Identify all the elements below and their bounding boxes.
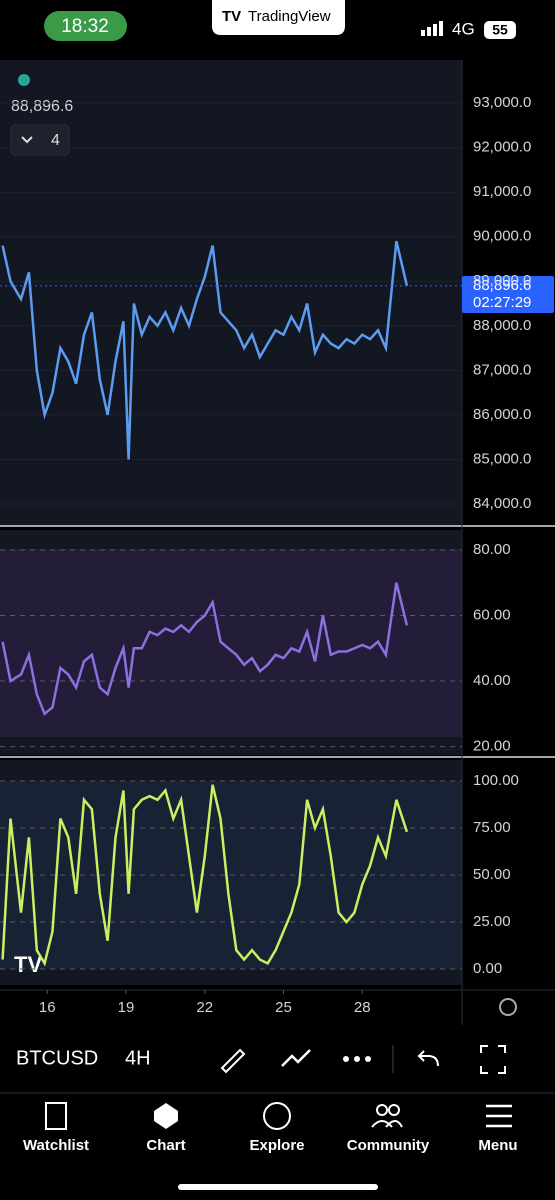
tab-bar (0, 1093, 555, 1200)
x-tick-label: 25 (275, 999, 292, 1016)
draw-icon[interactable] (220, 1048, 246, 1074)
time-pill (44, 11, 127, 41)
indicator-toggle[interactable] (10, 124, 70, 156)
y-tick-label: 50.00 (473, 866, 511, 883)
series-line (1, 240, 409, 460)
x-tick-label: 19 (118, 999, 135, 1016)
tab-label[interactable]: Menu (478, 1137, 517, 1154)
x-tick-label: 22 (196, 999, 213, 1016)
y-tick-label: 84,000.0 (473, 495, 531, 512)
y-tick-label: 88,000.0 (473, 317, 531, 334)
fullscreen-icon[interactable] (480, 1045, 506, 1074)
chevron (21, 136, 33, 144)
indicators-icon[interactable] (281, 1049, 311, 1067)
market-dot (18, 74, 30, 86)
battery-level: 55 (492, 22, 508, 38)
interval[interactable]: 4H (125, 1047, 151, 1069)
app-tab (212, 0, 345, 35)
tab-label[interactable]: Watchlist (23, 1137, 89, 1154)
y-tick-label: 86,000.0 (473, 406, 531, 423)
last-price: 88,896.6 (473, 277, 531, 294)
symbol[interactable]: BTCUSD (16, 1047, 98, 1069)
y-tick-label: 87,000.0 (473, 361, 531, 378)
status-time: 18:32 (61, 16, 109, 37)
y-tick-label: 100.00 (473, 772, 519, 789)
indicator-count: 4 (51, 132, 60, 149)
y-tick-label: 90,000.0 (473, 228, 531, 245)
community-icon[interactable] (371, 1104, 403, 1128)
y-tick-label: 0.00 (473, 960, 502, 977)
signal (421, 21, 443, 36)
logo: TV (222, 8, 241, 25)
chart-icon[interactable] (154, 1103, 178, 1129)
y-tick-label: 80.00 (473, 541, 511, 558)
y-tick-label: 20.00 (473, 738, 511, 755)
home-indicator (178, 1184, 378, 1190)
settings-icon[interactable] (499, 998, 517, 1016)
watermark: TV (14, 952, 42, 977)
more-icon[interactable] (343, 1056, 371, 1062)
tab-label[interactable]: Explore (249, 1137, 304, 1154)
undo-icon[interactable] (417, 1050, 439, 1067)
y-tick-label: 75.00 (473, 819, 511, 836)
x-tick-label: 16 (39, 999, 56, 1016)
y-tick-label: 25.00 (473, 913, 511, 930)
y-tick-label: 89,000.0 (473, 272, 531, 289)
menu-icon[interactable] (486, 1104, 512, 1128)
y-tick-label: 85,000.0 (473, 450, 531, 467)
tab-label[interactable]: Community (347, 1137, 430, 1154)
price-pane (0, 60, 462, 525)
series-line (1, 582, 409, 716)
watchlist-icon[interactable] (45, 1102, 67, 1130)
y-tick-label: 92,000.0 (473, 139, 531, 156)
last-price-box (462, 276, 554, 313)
countdown: 02:27:29 (473, 294, 531, 311)
y-tick-label: 40.00 (473, 672, 511, 689)
y-tick-label: 60.00 (473, 606, 511, 623)
x-tick-label: 28 (354, 999, 371, 1016)
battery (484, 21, 516, 39)
app-name: TradingView (248, 8, 331, 25)
series-line (1, 784, 409, 967)
explore-icon[interactable] (263, 1102, 291, 1130)
rsi-band (0, 549, 462, 737)
tab-label[interactable]: Chart (146, 1137, 185, 1154)
legend-price: 88,896.6 (11, 98, 73, 115)
network: 4G (452, 19, 475, 38)
y-tick-label: 93,000.0 (473, 94, 531, 111)
y-tick-label: 91,000.0 (473, 183, 531, 200)
